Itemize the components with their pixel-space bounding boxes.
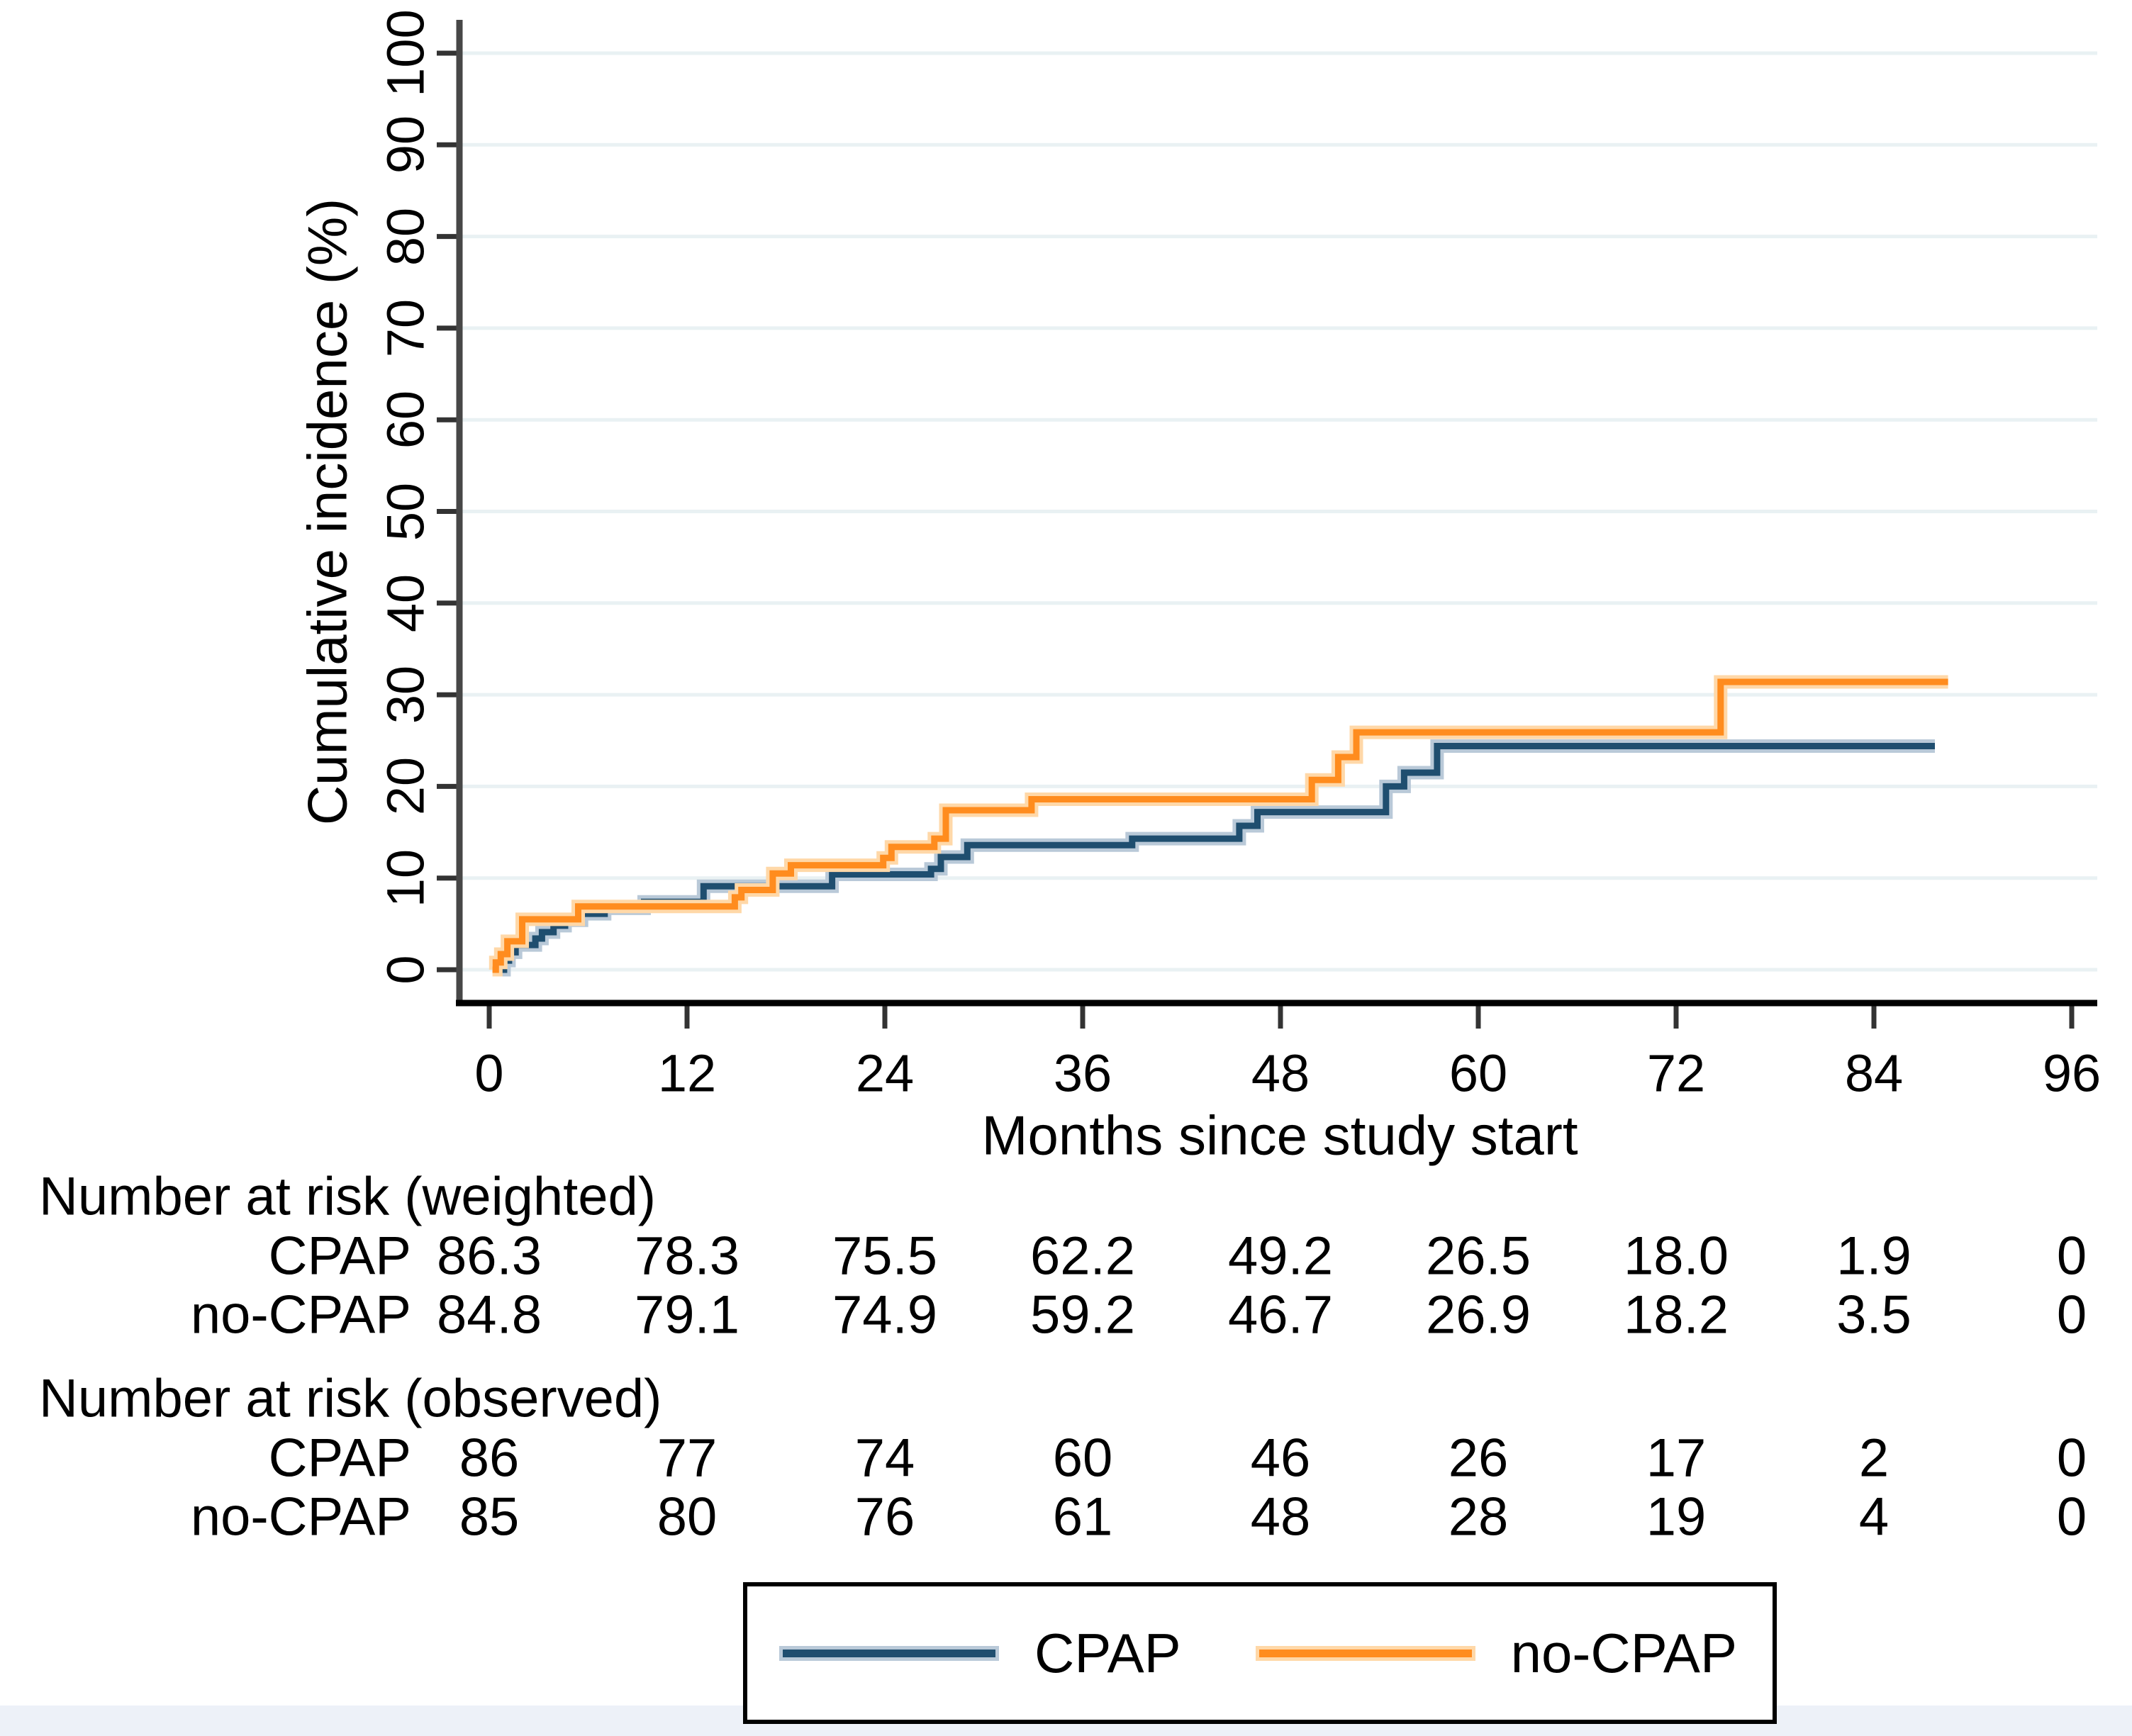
risk-value: 86.3: [437, 1226, 542, 1287]
x-tick-label: 48: [1251, 1043, 1310, 1103]
risk-value: 26.5: [1426, 1226, 1531, 1287]
risk-value: 0: [2056, 1226, 2087, 1287]
risk-value: 4: [1858, 1486, 1890, 1547]
y-tick-label: 0: [376, 955, 435, 985]
x-tick-label: 0: [474, 1043, 504, 1103]
risk-value: 18.0: [1624, 1226, 1729, 1287]
risk-value: 74: [854, 1428, 915, 1489]
x-tick-label: 60: [1449, 1043, 1508, 1103]
risk-value: 59.2: [1030, 1284, 1135, 1345]
risk-table-observed-title: Number at risk (observed): [39, 1368, 662, 1429]
y-tick-label: 90: [376, 116, 435, 174]
risk-value: 74.9: [832, 1284, 937, 1345]
x-tick-label: 96: [2042, 1043, 2102, 1103]
risk-row-label: no-CPAP: [190, 1284, 411, 1345]
risk-value: 49.2: [1228, 1226, 1333, 1287]
risk-value: 60: [1052, 1428, 1113, 1489]
risk-row-label: no-CPAP: [190, 1486, 411, 1547]
y-tick-label: 50: [376, 482, 435, 541]
risk-value: 1.9: [1836, 1226, 1911, 1287]
series-cpap-line: [496, 743, 1935, 973]
risk-value: 79.1: [635, 1284, 739, 1345]
risk-value: 77: [657, 1428, 718, 1489]
risk-value: 18.2: [1624, 1284, 1729, 1345]
legend-item-no-cpap: no-CPAP: [1258, 1621, 1737, 1686]
risk-value: 0: [2056, 1486, 2087, 1547]
risk-value: 26.9: [1426, 1284, 1531, 1345]
x-tick-label: 12: [657, 1043, 717, 1103]
x-tick-label: 24: [855, 1043, 915, 1103]
risk-row-label: CPAP: [268, 1428, 411, 1489]
y-tick-label: 40: [376, 573, 435, 632]
x-tick-label: 36: [1053, 1043, 1112, 1103]
risk-value: 61: [1052, 1486, 1113, 1547]
risk-value: 3.5: [1836, 1284, 1911, 1345]
y-tick-label: 80: [376, 207, 435, 266]
x-tick-label: 84: [1844, 1043, 1904, 1103]
legend-label: CPAP: [1034, 1621, 1181, 1684]
risk-value: 80: [657, 1486, 718, 1547]
legend: CPAP no-CPAP: [743, 1582, 1777, 1724]
risk-value: 75.5: [832, 1226, 937, 1287]
risk-value: 76: [854, 1486, 915, 1547]
risk-value: 85: [459, 1486, 520, 1547]
risk-value: 26: [1448, 1428, 1509, 1489]
y-tick-label: 30: [376, 665, 435, 724]
legend-item-cpap: CPAP: [783, 1621, 1181, 1686]
y-axis-title: Cumulative incidence (%): [296, 198, 359, 826]
series-cpap-halo: [496, 739, 1935, 977]
y-tick-label: 70: [376, 298, 435, 358]
risk-value: 0: [2056, 1428, 2087, 1489]
risk-value: 62.2: [1030, 1226, 1135, 1287]
risk-row-label: CPAP: [268, 1226, 411, 1287]
risk-value: 46.7: [1228, 1284, 1333, 1345]
risk-value: 28: [1448, 1486, 1509, 1547]
series-no-cpap-line: [492, 678, 1948, 973]
series-no-cpap-halo: [489, 675, 1948, 977]
risk-value: 0: [2056, 1284, 2087, 1345]
risk-value: 48: [1250, 1486, 1311, 1547]
risk-value: 17: [1646, 1428, 1707, 1489]
y-tick-label: 20: [376, 757, 435, 816]
risk-value: 2: [1858, 1428, 1890, 1489]
x-axis-title: Months since study start: [981, 1104, 1578, 1167]
risk-value: 46: [1250, 1428, 1311, 1489]
y-tick-label: 100: [376, 9, 435, 97]
x-tick-label: 72: [1646, 1043, 1706, 1103]
cpap-line-swatch: [783, 1649, 995, 1657]
legend-label: no-CPAP: [1510, 1621, 1737, 1684]
risk-value: 84.8: [437, 1284, 542, 1345]
risk-value: 19: [1646, 1486, 1707, 1547]
y-tick-label: 60: [376, 391, 435, 449]
no-cpap-line-swatch: [1258, 1649, 1472, 1657]
y-tick-label: 10: [376, 849, 435, 907]
risk-table-weighted-title: Number at risk (weighted): [39, 1166, 657, 1227]
risk-value: 78.3: [635, 1226, 739, 1287]
risk-value: 86: [459, 1428, 520, 1489]
